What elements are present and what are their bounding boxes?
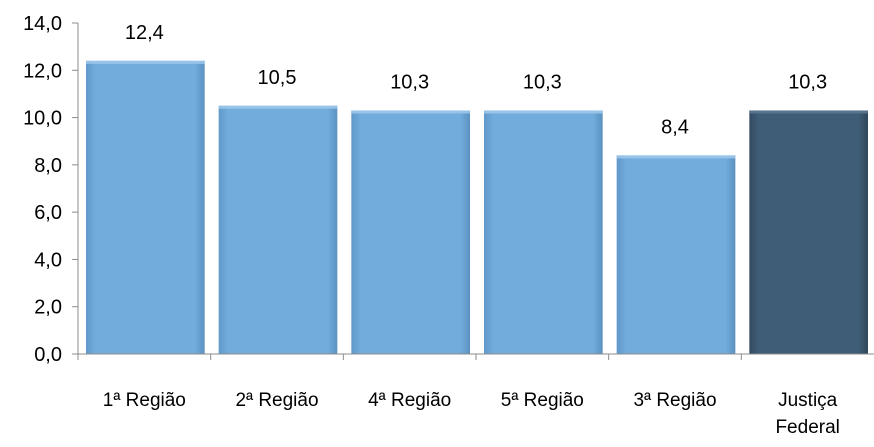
x-tick-label: 4ª Região [368, 390, 451, 411]
x-tick-label: 3ª Região [633, 390, 716, 411]
bar [218, 105, 338, 354]
x-tick-label: Justiça Federal [775, 390, 839, 438]
bar-top-bevel [351, 110, 470, 114]
bar-value-label: 12,4 [125, 22, 164, 44]
bar-value-label: 10,5 [258, 67, 297, 89]
y-tick-label: 10,0 [23, 108, 62, 130]
bar [616, 155, 736, 354]
bar-value-label: 8,4 [661, 116, 689, 138]
bar-top-bevel [218, 105, 338, 109]
bar-top-bevel [484, 110, 603, 114]
y-tick-label: 14,0 [23, 13, 62, 35]
bar [484, 110, 603, 354]
bars: 12,4 10,5 10,3 10,3 8,4 10,3 [86, 22, 868, 354]
x-tick-label: 1ª Região [103, 390, 186, 411]
bar [86, 60, 205, 354]
y-tick-label: 12,0 [23, 60, 62, 82]
bar-value-label: 10,3 [390, 71, 429, 93]
bar [749, 110, 868, 354]
bar-top-bevel [86, 60, 205, 64]
y-tick-label: 2,0 [34, 297, 62, 319]
y-tick-label: 6,0 [34, 202, 62, 224]
bar-top-bevel [616, 155, 736, 159]
y-tick-label: 8,0 [34, 155, 62, 177]
y-tick-label: 4,0 [34, 249, 62, 271]
bar-top-bevel [749, 110, 868, 114]
bar-value-label: 10,3 [788, 71, 827, 93]
y-axis: 0,0 2,0 4,0 6,0 8,0 10,0 12,0 14,0 [23, 13, 79, 366]
x-axis: 1ª Região 2ª Região 4ª Região 5ª Região 3ª R… [77, 353, 874, 438]
x-tick-label: 2ª Região [235, 390, 318, 411]
y-tick-label: 0,0 [34, 344, 62, 366]
bar [351, 110, 470, 354]
bar-value-label: 10,3 [523, 71, 562, 93]
x-tick-label: 5ª Região [501, 390, 584, 411]
